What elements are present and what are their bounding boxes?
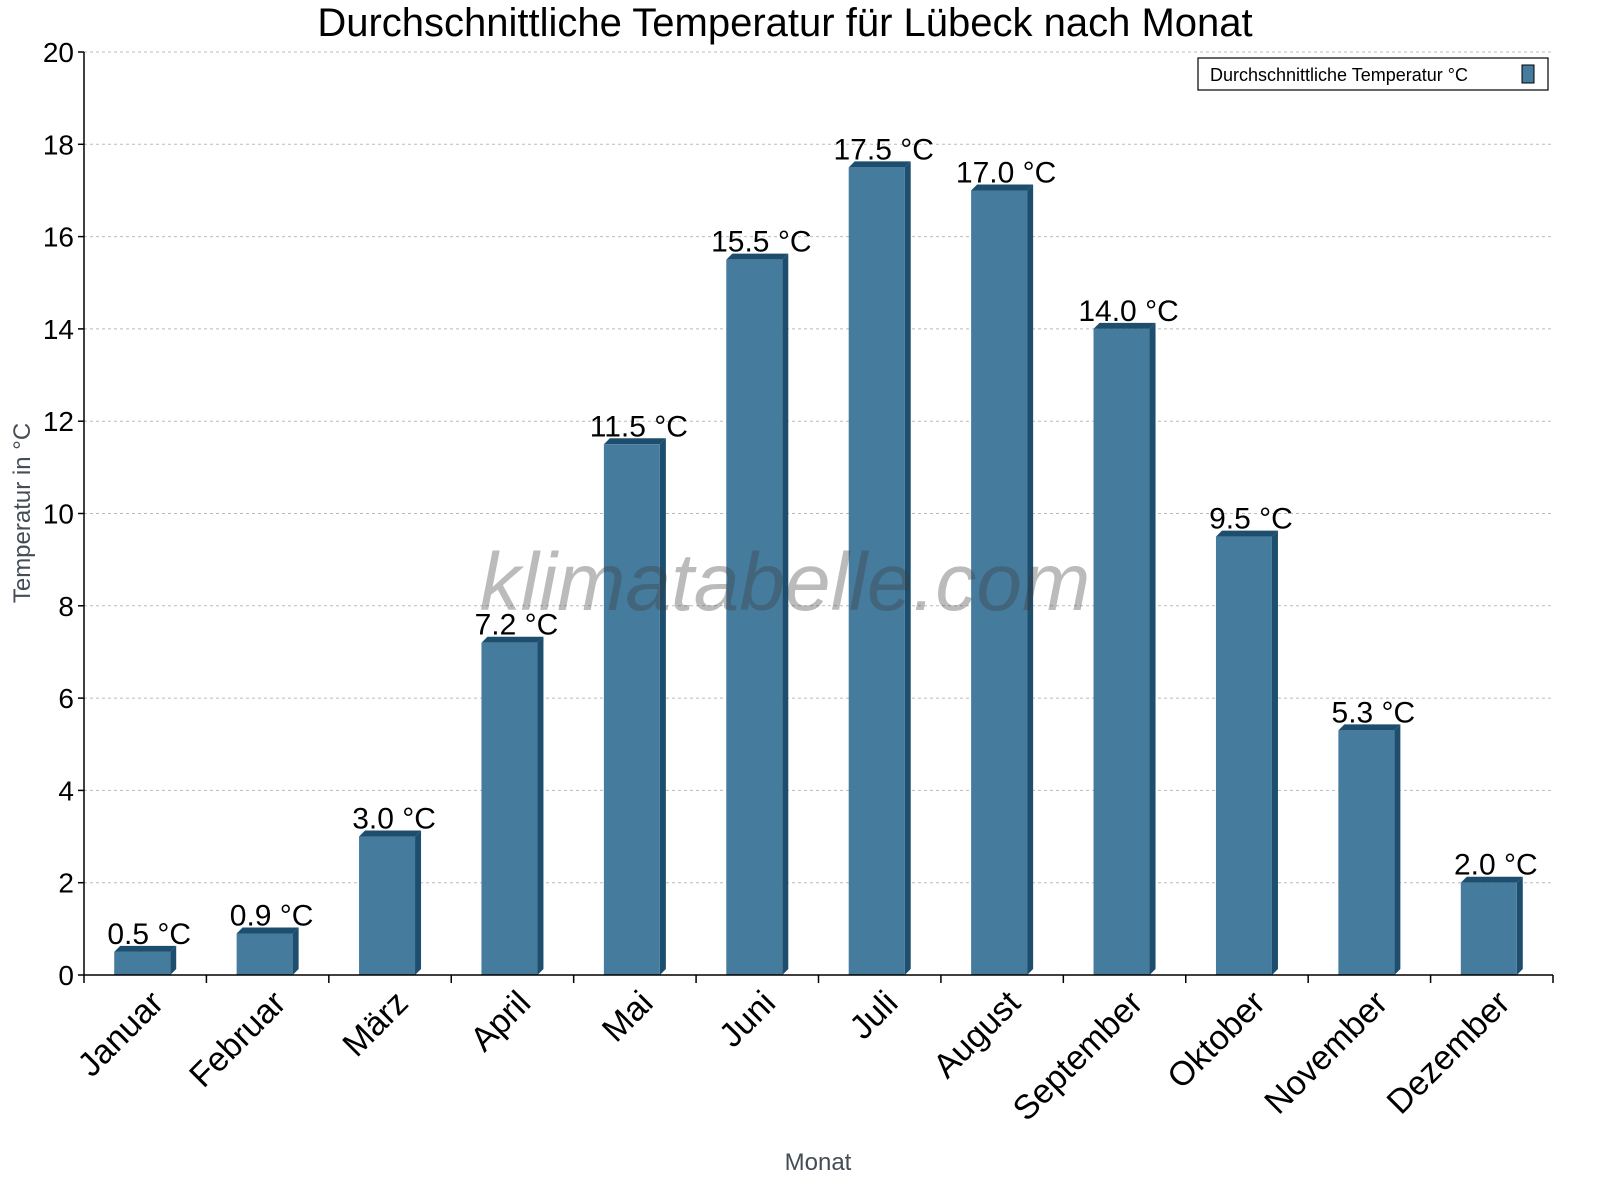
bar-top [1338,724,1401,731]
bar-side [1149,322,1156,975]
x-axis-label: Monat [785,1149,852,1176]
data-label: 17.5 °C [834,133,934,166]
bar-top [359,830,422,837]
bar-side [537,636,544,975]
bar-side [1394,724,1401,975]
bar-side [1516,876,1523,975]
x-tick-label: März [335,984,415,1064]
bar-top [1460,876,1523,883]
bar-side [904,161,911,975]
bar-side [170,945,177,975]
y-tick-label: 10 [43,499,74,530]
x-tick-label: Juli [842,984,905,1047]
x-tick-label: Januar [70,984,170,1084]
data-label: 14.0 °C [1078,295,1178,328]
bar [1093,328,1150,975]
y-tick-label: 18 [43,129,74,160]
x-tick-label: Dezember [1380,984,1518,1122]
y-axis-label: Temperatur in °C [9,423,36,603]
y-tick-label: 2 [58,868,74,899]
bar [1460,882,1517,975]
x-tick-label: September [1006,984,1150,1128]
bar-side [782,253,789,976]
y-tick-label: 20 [43,37,74,68]
data-label: 11.5 °C [590,410,688,443]
bar [603,444,660,975]
bar [114,951,171,975]
gridlines [84,51,1553,884]
x-tick-label: April [463,984,538,1059]
data-label: 0.5 °C [107,918,191,951]
bar-top [236,927,299,934]
bar [848,167,905,975]
bar-side [292,927,299,975]
bar [236,933,293,975]
bar-side [1027,184,1034,975]
watermark: klimatabelle.com [480,537,1091,628]
y-tick-label: 14 [43,314,74,345]
y-tick-label: 16 [43,222,74,253]
bar-top [1215,530,1278,537]
bar-side [415,830,422,975]
bar-top [114,945,177,952]
x-tick-label: Februar [182,984,293,1095]
bar-side [659,438,666,975]
y-tick-label: 4 [58,775,74,806]
bar [971,190,1028,975]
data-label: 15.5 °C [711,226,811,259]
x-tick-label: August [926,983,1028,1085]
bar-top [481,636,544,643]
y-tick-label: 8 [58,591,74,622]
y-tick-label: 12 [43,406,74,437]
data-label: 0.9 °C [230,899,314,932]
bars: 0.5 °C 0.9 °C 3.0 °C 7.2 °C 11.5 °C 15.5 °C 17… [107,133,1538,976]
bar-top [971,184,1034,191]
data-label: 5.3 °C [1332,696,1416,729]
legend-box [1197,57,1549,91]
bar [1215,536,1272,975]
data-label: 9.5 °C [1209,503,1293,536]
bar-side [1271,530,1278,975]
data-label: 3.0 °C [352,803,436,836]
x-tick-label: November [1257,984,1395,1122]
data-label: 7.2 °C [475,609,559,642]
bar [481,642,538,975]
bar [726,259,783,975]
legend: Durchschnittliche Temperatur °C [1197,57,1549,91]
chart-title: Durchschnittliche Temperatur für Lübeck … [317,1,1252,45]
bar-top [848,161,911,168]
bar-top [603,438,666,445]
y-tick-label: 6 [58,683,74,714]
bar-top [1093,322,1156,329]
legend-label: Durchschnittliche Temperatur °C [1210,65,1468,85]
x-tick-label: Mai [595,984,661,1050]
data-label: 2.0 °C [1454,849,1538,882]
x-tick-label: Oktober [1160,984,1272,1096]
x-tick-label: Juni [712,984,783,1055]
y-tick-label: 0 [58,960,74,991]
bar [359,836,416,975]
data-label: 17.0 °C [956,156,1056,189]
legend-swatch [1521,64,1535,84]
bar [1338,730,1395,975]
bar-top [726,253,789,260]
